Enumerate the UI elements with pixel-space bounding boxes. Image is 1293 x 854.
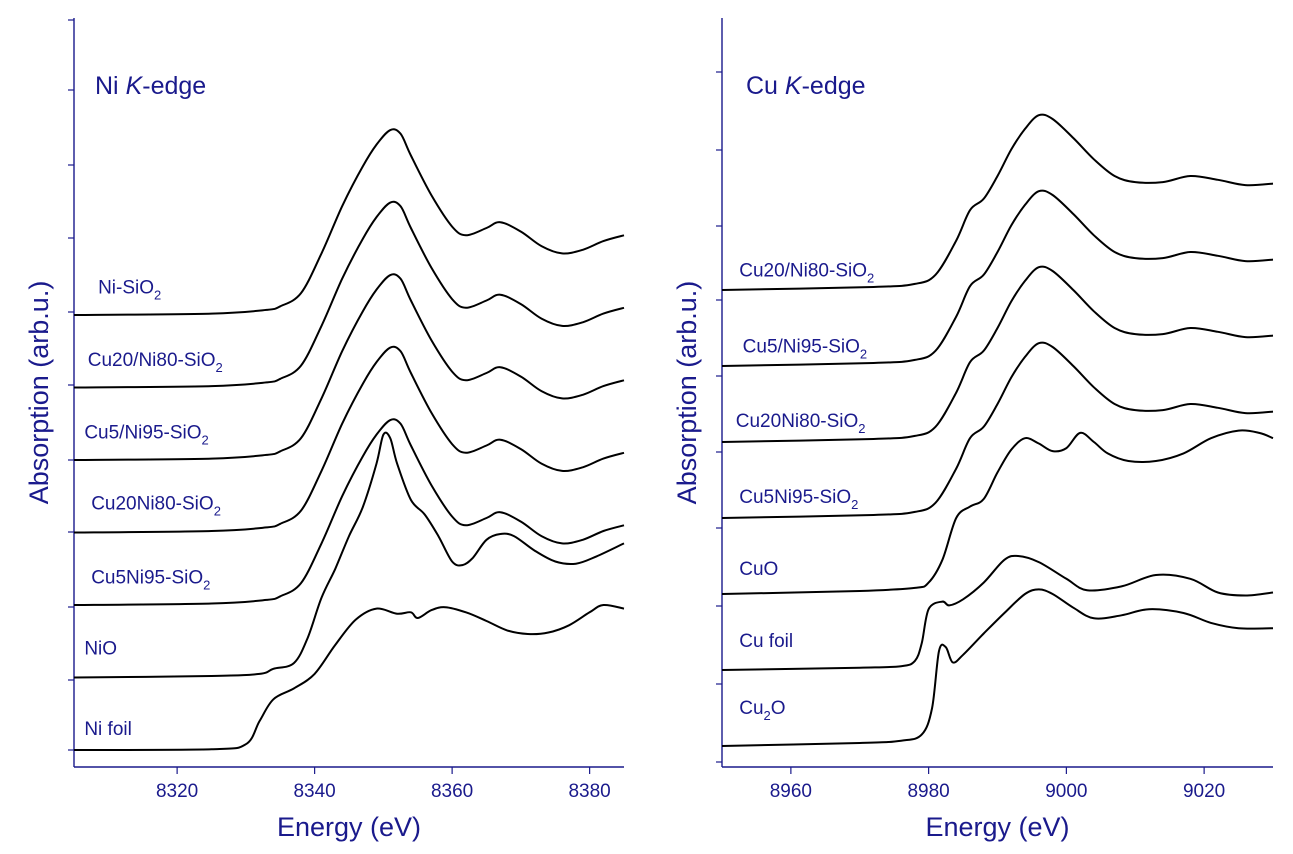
ni-x-axis-title: Energy (eV) [277,812,421,842]
ni-x-tick-label: 8340 [293,781,335,802]
ni-series-label-4: Cu5/Ni95-SiO2 [84,422,208,447]
ni-series-label-1: NiO [84,638,117,659]
cu-panel-title: Cu K-edge [746,72,866,100]
cu-series-label-4: Cu20Ni80-SiO2 [736,411,866,436]
cu-x-tick-label: 8980 [907,781,949,802]
ni-series-line-1 [73,431,625,679]
ni-series-line-6 [73,128,625,316]
ni-panel-title: Ni K-edge [95,72,206,100]
ni-series-label-6: Ni-SiO2 [98,277,161,302]
ni-series-label-0: Ni foil [84,719,132,740]
cu-series-line-3 [721,341,1274,519]
cu-x-tick-label: 9020 [1183,781,1225,802]
ni-series-line-0 [73,603,625,751]
cu-k-edge-panel: 8960 8980 9000 9020 Energy (eV) Absorption (a… [672,18,1274,842]
cu-series-label-6: Cu20/Ni80-SiO2 [739,260,874,285]
ni-x-tick-label: 8320 [156,781,198,802]
cu-series-line-1 [721,554,1274,671]
cu-series-line-4 [721,265,1274,443]
cu-series-label-1: Cu foil [739,631,793,652]
cu-x-tick-label: 9000 [1045,781,1087,802]
cu-series-label-0: Cu2O [739,698,785,723]
ni-series-line-3 [73,345,625,534]
cu-series-line-0 [721,588,1274,747]
cu-series-label-5: Cu5/Ni95-SiO2 [743,336,867,361]
ni-series-line-5 [73,200,625,389]
cu-x-axis-title: Energy (eV) [925,812,1069,842]
ni-series-label-3: Cu20Ni80-SiO2 [91,493,221,518]
cu-series-line-5 [721,189,1274,367]
cu-series-label-3: Cu5Ni95-SiO2 [739,487,858,512]
cu-series-line-2 [721,429,1274,595]
ni-series-line-2 [73,418,625,606]
cu-series-label-2: CuO [739,559,778,580]
ni-k-edge-panel: 8320 8340 8360 8380 Energy (eV) Absorption (a… [24,18,625,842]
ni-series-label-2: Cu5Ni95-SiO2 [91,567,210,592]
cu-x-tick-label: 8960 [770,781,812,802]
ni-series-line-4 [73,273,625,461]
ni-x-tick-label: 8360 [431,781,473,802]
ni-series-label-5: Cu20/Ni80-SiO2 [88,350,223,375]
cu-series-line-6 [721,113,1274,291]
ni-y-axis-title: Absorption (arb.u.) [24,281,54,505]
cu-y-axis-title: Absorption (arb.u.) [672,281,702,505]
ni-x-tick-label: 8380 [568,781,610,802]
